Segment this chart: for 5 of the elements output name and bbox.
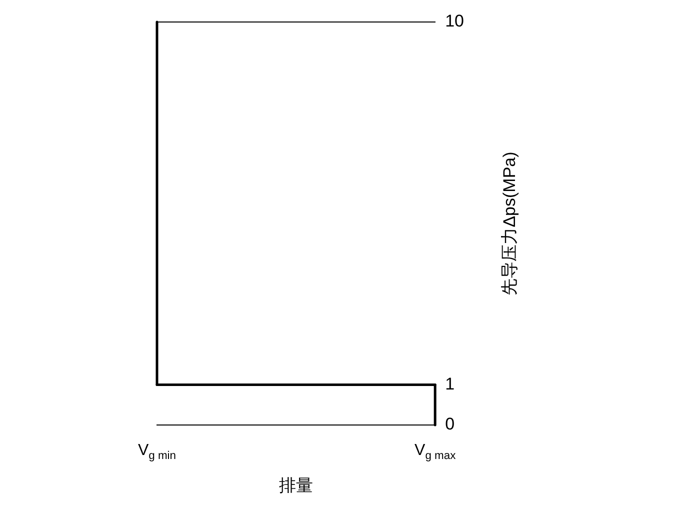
x-axis-title: 排量: [279, 476, 314, 495]
y-axis-title: 先导压力Δps(MPa): [500, 152, 520, 296]
y-tick-label: 0: [445, 414, 455, 434]
y-tick-label: 10: [445, 12, 464, 31]
y-tick-label: 1: [445, 374, 455, 394]
